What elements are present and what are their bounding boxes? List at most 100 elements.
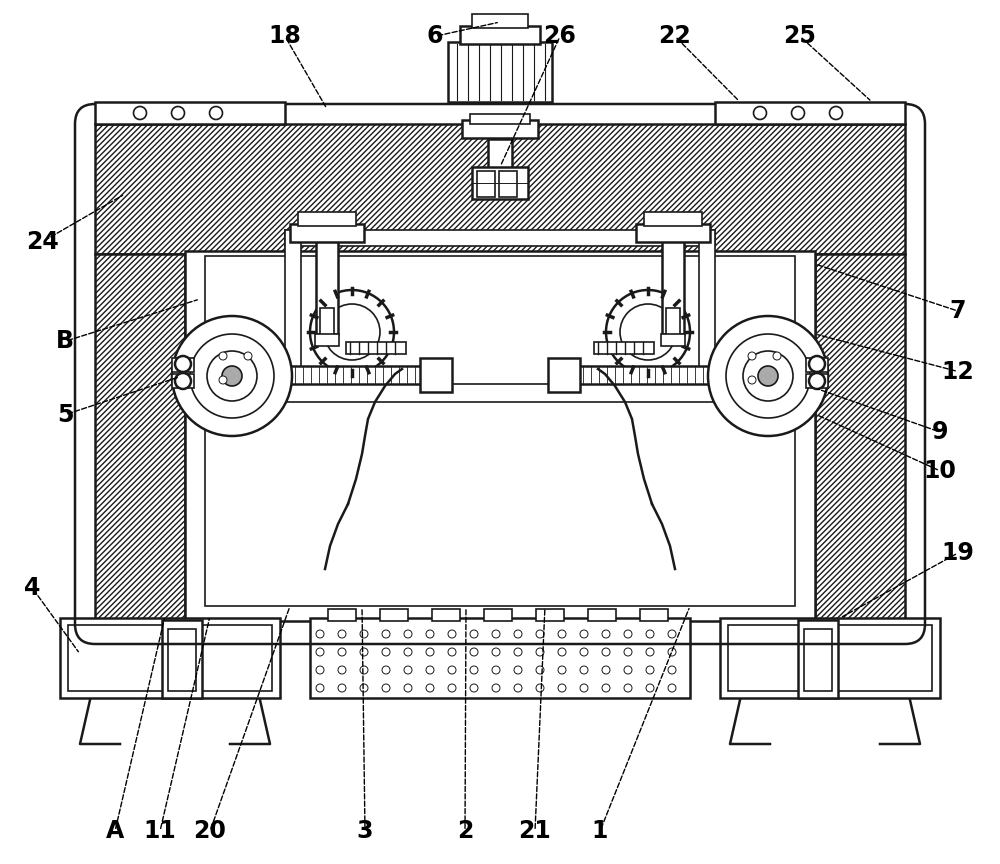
Bar bbox=[285, 230, 301, 386]
Bar bbox=[470, 114, 530, 124]
Bar bbox=[720, 618, 940, 698]
Text: 5: 5 bbox=[57, 403, 73, 427]
Circle shape bbox=[773, 352, 781, 360]
Bar bbox=[285, 384, 715, 402]
Circle shape bbox=[324, 304, 380, 360]
Bar bbox=[60, 618, 280, 698]
Circle shape bbox=[748, 352, 756, 360]
Circle shape bbox=[809, 373, 825, 389]
Circle shape bbox=[190, 334, 274, 418]
Bar bbox=[215, 356, 253, 394]
Bar bbox=[662, 234, 684, 334]
Text: 20: 20 bbox=[194, 819, 226, 843]
Bar bbox=[205, 256, 795, 606]
Text: 18: 18 bbox=[269, 24, 301, 48]
Circle shape bbox=[134, 106, 146, 119]
Text: 24: 24 bbox=[26, 230, 58, 254]
Circle shape bbox=[210, 106, 222, 119]
Bar bbox=[95, 254, 185, 624]
Text: 10: 10 bbox=[924, 459, 956, 483]
Circle shape bbox=[792, 106, 804, 119]
Text: 22: 22 bbox=[659, 24, 691, 48]
Text: 26: 26 bbox=[544, 24, 576, 48]
Bar bbox=[460, 26, 540, 44]
Bar bbox=[316, 234, 338, 334]
Circle shape bbox=[175, 373, 191, 389]
Bar bbox=[666, 308, 680, 338]
Bar bbox=[536, 609, 564, 621]
Circle shape bbox=[758, 366, 778, 386]
Bar bbox=[806, 358, 828, 372]
Bar bbox=[728, 625, 932, 691]
Bar bbox=[315, 334, 339, 346]
Text: 21: 21 bbox=[519, 819, 551, 843]
Bar bbox=[320, 308, 334, 338]
Bar bbox=[661, 334, 685, 346]
Circle shape bbox=[207, 351, 257, 401]
Bar bbox=[380, 609, 408, 621]
Bar bbox=[462, 120, 538, 138]
Bar bbox=[285, 230, 715, 246]
Bar bbox=[220, 364, 246, 390]
Text: 1: 1 bbox=[592, 819, 608, 843]
Circle shape bbox=[708, 316, 828, 436]
Bar bbox=[747, 356, 785, 394]
Text: 11: 11 bbox=[144, 819, 176, 843]
Bar bbox=[644, 212, 702, 226]
Bar bbox=[290, 366, 430, 384]
Bar bbox=[570, 366, 710, 384]
Circle shape bbox=[620, 304, 676, 360]
Bar bbox=[346, 342, 406, 354]
Bar bbox=[448, 42, 552, 102]
Bar bbox=[594, 342, 654, 354]
Circle shape bbox=[172, 106, 184, 119]
Text: 4: 4 bbox=[24, 575, 40, 600]
Bar bbox=[432, 609, 460, 621]
Bar bbox=[472, 14, 528, 28]
Bar bbox=[95, 124, 905, 254]
Bar bbox=[815, 254, 905, 624]
Bar bbox=[95, 124, 905, 254]
Bar bbox=[499, 171, 517, 197]
Circle shape bbox=[809, 356, 825, 372]
Text: 2: 2 bbox=[457, 819, 473, 843]
Circle shape bbox=[219, 352, 227, 360]
Bar bbox=[488, 139, 512, 169]
Bar bbox=[95, 254, 185, 624]
Circle shape bbox=[754, 106, 767, 119]
Bar bbox=[806, 374, 828, 388]
Bar bbox=[588, 609, 616, 621]
Bar bbox=[290, 224, 364, 242]
Bar bbox=[185, 251, 815, 621]
Bar bbox=[752, 364, 778, 390]
Circle shape bbox=[606, 290, 690, 374]
Bar bbox=[484, 609, 512, 621]
Bar bbox=[68, 625, 272, 691]
Circle shape bbox=[830, 106, 842, 119]
Bar bbox=[172, 374, 194, 388]
Bar bbox=[815, 254, 905, 624]
Text: 19: 19 bbox=[942, 541, 974, 565]
Text: B: B bbox=[56, 329, 74, 353]
Bar bbox=[172, 358, 194, 372]
Text: 9: 9 bbox=[932, 420, 948, 444]
Circle shape bbox=[172, 316, 292, 436]
Circle shape bbox=[748, 376, 756, 384]
Bar bbox=[715, 102, 905, 124]
Bar bbox=[168, 629, 196, 691]
Circle shape bbox=[743, 351, 793, 401]
Bar bbox=[472, 167, 528, 199]
Text: 25: 25 bbox=[784, 24, 816, 48]
Bar bbox=[95, 102, 285, 124]
Circle shape bbox=[175, 356, 191, 372]
Text: 12: 12 bbox=[942, 359, 974, 384]
Bar bbox=[798, 620, 838, 698]
Text: 6: 6 bbox=[427, 24, 443, 48]
Circle shape bbox=[222, 366, 242, 386]
Circle shape bbox=[244, 352, 252, 360]
Text: 7: 7 bbox=[950, 299, 966, 323]
Bar bbox=[640, 609, 668, 621]
Text: 3: 3 bbox=[357, 819, 373, 843]
Bar bbox=[310, 618, 690, 698]
Text: A: A bbox=[106, 819, 124, 843]
